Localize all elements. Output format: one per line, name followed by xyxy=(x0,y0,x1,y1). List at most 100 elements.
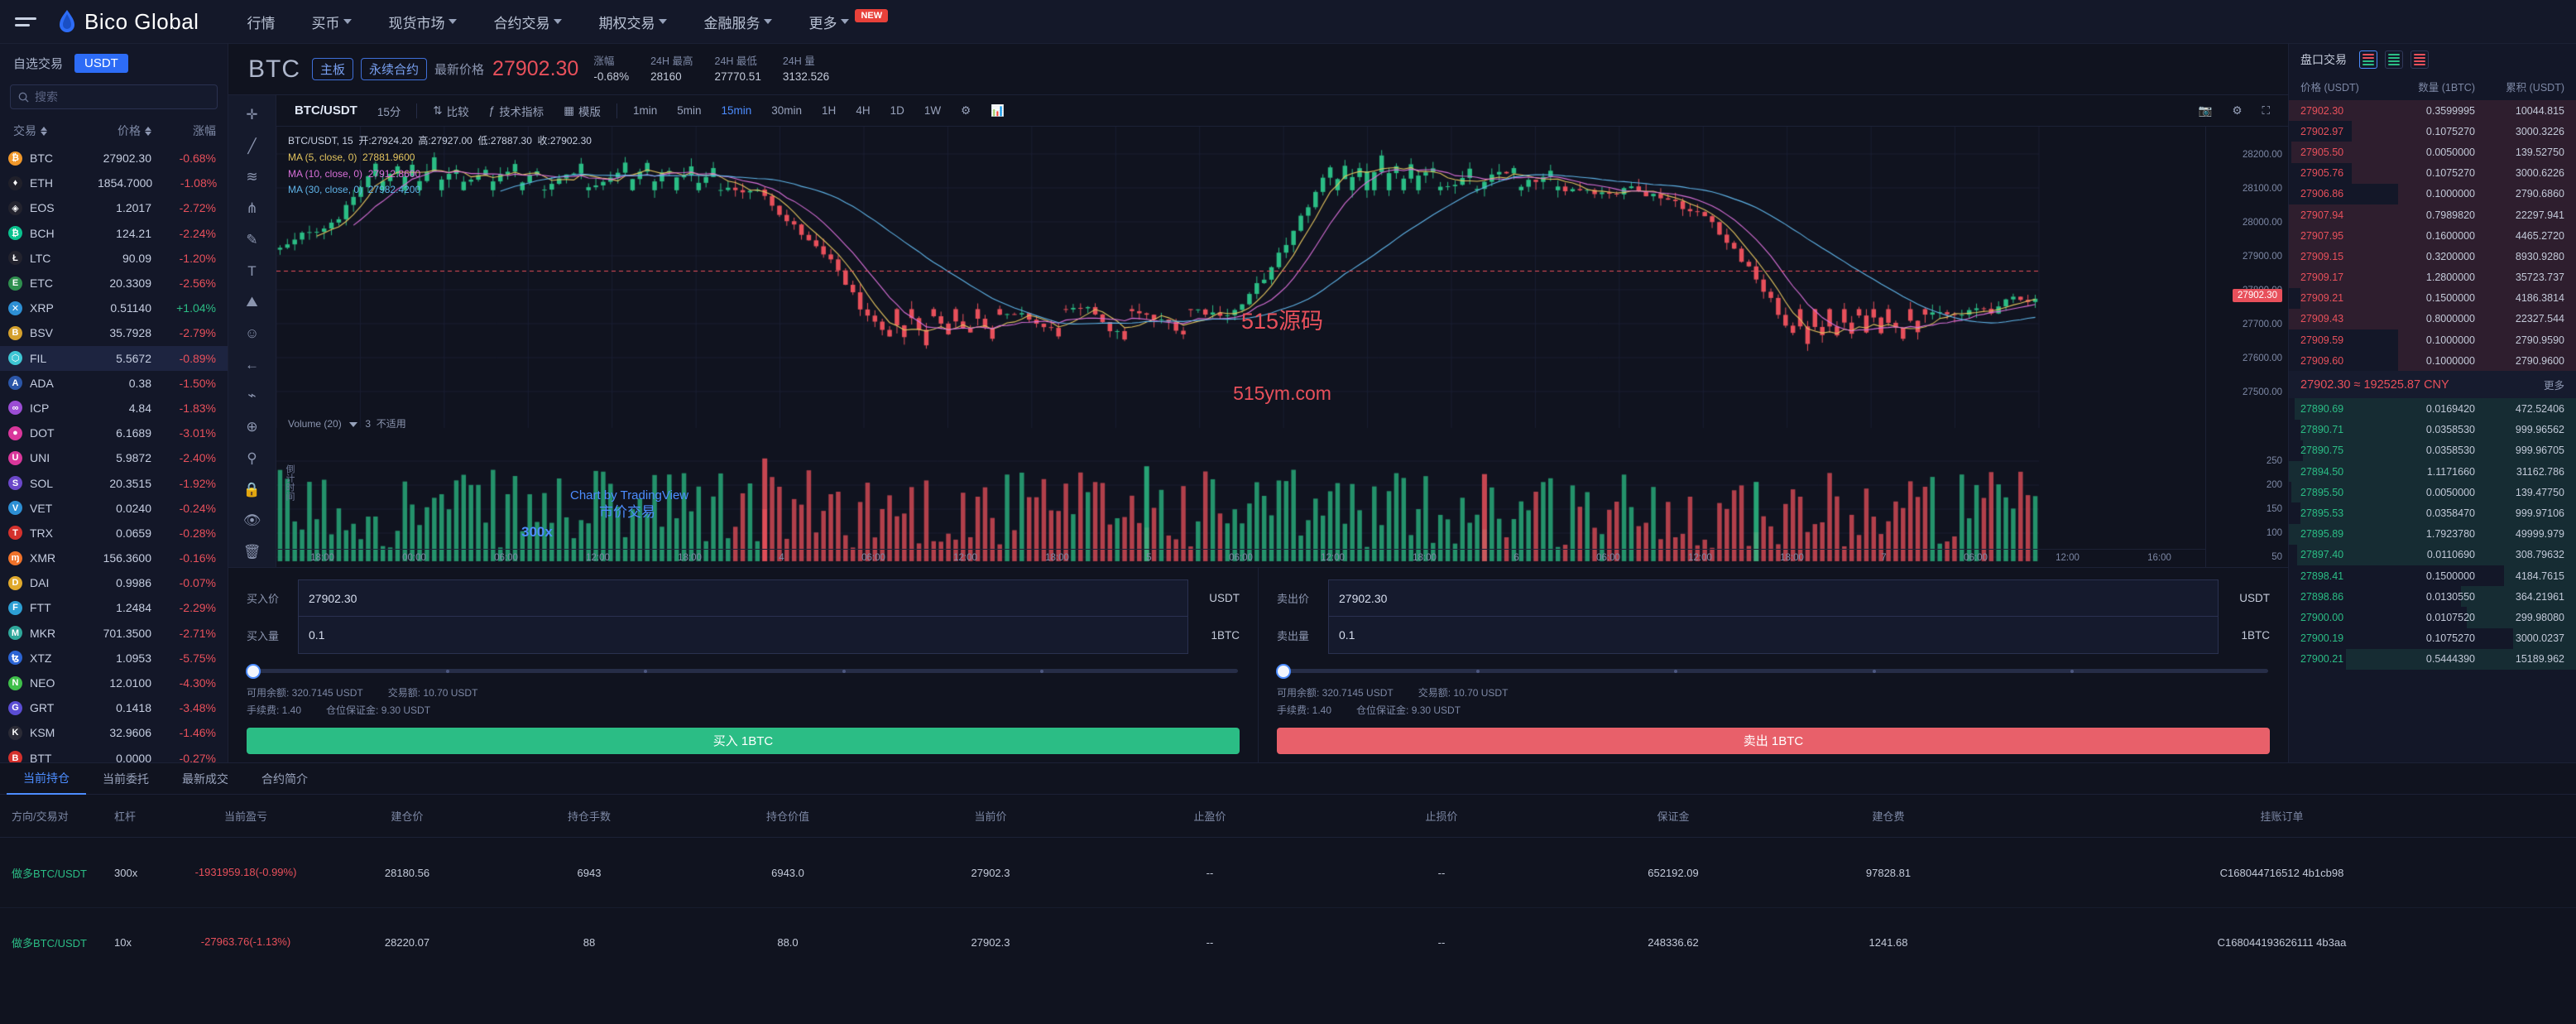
coin-row-fil[interactable]: ⬡ FIL 5.5672 -0.89% xyxy=(0,345,228,371)
table-row[interactable]: 做多BTC/USDT 10x -27963.76(-1.13%) 28220.07 88… xyxy=(0,907,2576,977)
coin-row-trx[interactable]: T TRX 0.0659 -0.28% xyxy=(0,521,228,546)
search-input[interactable] xyxy=(35,90,209,103)
fib-icon[interactable]: ≋ xyxy=(246,169,258,185)
chart-pair[interactable]: BTC/USDT xyxy=(295,103,357,118)
buy-price-input[interactable]: 27902.30 xyxy=(298,579,1188,617)
coin-row-btt[interactable]: B BTT 0.0000 -0.27% xyxy=(0,746,228,762)
buy-amount-slider[interactable] xyxy=(246,664,1238,679)
interval-5min[interactable]: 5min xyxy=(677,104,702,117)
sell-amount-input[interactable]: 0.1 xyxy=(1328,617,2219,654)
order-book-row[interactable]: 27890.71 0.0358530 999.96562 xyxy=(2289,419,2576,440)
chart-templates[interactable]: ▦ 模版 xyxy=(554,100,611,122)
interval-15min[interactable]: 15min xyxy=(721,104,752,117)
table-row[interactable]: 做多BTC/USDT 300x -1931959.18(-0.99%) 28180.5… xyxy=(0,838,2576,907)
nav-item-financial-services[interactable]: 金融服务 xyxy=(685,0,790,44)
order-book-row[interactable]: 27907.95 0.1600000 4465.2720 xyxy=(2289,225,2576,247)
col-price[interactable]: 价格 xyxy=(103,123,151,139)
coin-row-icp[interactable]: ∞ ICP 4.84 -1.83% xyxy=(0,396,228,421)
tradingview-credit[interactable]: Chart by TradingView xyxy=(570,488,689,502)
order-book-row[interactable]: 27905.76 0.1075270 3000.6226 xyxy=(2289,162,2576,184)
tab-usdt[interactable]: USDT xyxy=(74,54,128,73)
nav-item-spot-market[interactable]: 现货市场 xyxy=(370,0,475,44)
trash-icon[interactable]: 🗑 xyxy=(242,544,261,560)
brand-logo[interactable]: Bico Global xyxy=(58,9,199,35)
order-book-row[interactable]: 27907.94 0.7989820 22297.941 xyxy=(2289,204,2576,226)
buy-button[interactable]: 买入 1BTC xyxy=(247,727,1240,754)
positions-tab-当前持仓[interactable]: 当前持仓 xyxy=(7,763,86,795)
book-view-both-icon[interactable] xyxy=(2359,50,2377,69)
camera-icon[interactable]: 📷 xyxy=(2198,103,2213,117)
tab-favorites[interactable]: 自选交易 xyxy=(13,57,64,71)
order-book-row[interactable]: 27909.43 0.8000000 22327.544 xyxy=(2289,308,2576,330)
coin-row-ftt[interactable]: F FTT 1.2484 -2.29% xyxy=(0,595,228,620)
chart-type-icon[interactable]: 📊 xyxy=(991,103,1005,117)
magnet-icon[interactable]: ⚲ xyxy=(247,450,257,466)
trendline-icon[interactable]: ╱ xyxy=(247,137,257,154)
nav-item-buy-crypto[interactable]: 买币 xyxy=(293,0,370,44)
candlestick-chart[interactable]: BTC/USDT, 15 开:27924.20 高:27927.00 低:278… xyxy=(276,127,2288,567)
coin-row-xtz[interactable]: ꜩ XTZ 1.0953 -5.75% xyxy=(0,646,228,671)
measure-icon[interactable]: ⌁ xyxy=(247,387,257,404)
nav-item-contract-trade[interactable]: 合约交易 xyxy=(475,0,580,44)
chart-interval-current[interactable]: 15分 xyxy=(377,105,401,118)
brush-icon[interactable]: ✎ xyxy=(246,231,258,248)
coin-row-vet[interactable]: V VET 0.0240 -0.24% xyxy=(0,496,228,521)
interval-1min[interactable]: 1min xyxy=(632,104,658,117)
order-book-row[interactable]: 27909.15 0.3200000 8930.9280 xyxy=(2289,246,2576,267)
order-book-row[interactable]: 27890.75 0.0358530 999.96705 xyxy=(2289,440,2576,461)
order-book-row[interactable]: 27898.41 0.1500000 4184.7615 xyxy=(2289,565,2576,587)
interval-1w[interactable]: 1W xyxy=(923,104,942,117)
col-pair[interactable]: 交易 xyxy=(13,123,103,139)
coin-row-mkr[interactable]: M MKR 701.3500 -2.71% xyxy=(0,621,228,646)
buy-amount-input[interactable]: 0.1 xyxy=(298,617,1188,654)
order-book-row[interactable]: 27909.59 0.1000000 2790.9590 xyxy=(2289,329,2576,351)
sell-button[interactable]: 卖出 1BTC xyxy=(1277,727,2270,754)
book-more-button[interactable]: 更多 xyxy=(2543,380,2564,392)
pitchfork-icon[interactable]: ⋔ xyxy=(246,200,258,217)
coin-row-sol[interactable]: S SOL 20.3515 -1.92% xyxy=(0,470,228,495)
interval-1h[interactable]: 1H xyxy=(822,104,837,117)
order-book-row[interactable]: 27906.86 0.1000000 2790.6860 xyxy=(2289,183,2576,204)
coin-row-ltc[interactable]: Ł LTC 90.09 -1.20% xyxy=(0,246,228,271)
coin-row-grt[interactable]: G GRT 0.1418 -3.48% xyxy=(0,695,228,720)
crosshair-icon[interactable]: ✛ xyxy=(246,106,258,123)
chip-main-board[interactable]: 主板 xyxy=(312,58,354,80)
eye-icon[interactable]: 👁 xyxy=(242,512,261,529)
interval-4h[interactable]: 4H xyxy=(856,104,871,117)
order-book-row[interactable]: 27895.89 1.7923780 49999.979 xyxy=(2289,523,2576,545)
coin-row-bch[interactable]: ₿ BCH 124.21 -2.24% xyxy=(0,221,228,246)
order-book-row[interactable]: 27897.40 0.0110690 308.79632 xyxy=(2289,544,2576,565)
nav-item-markets[interactable]: 行情 xyxy=(228,0,293,44)
nav-item-options-trade[interactable]: 期权交易 xyxy=(580,0,685,44)
coin-row-dai[interactable]: D DAI 0.9986 -0.07% xyxy=(0,570,228,595)
positions-tab-当前委托[interactable]: 当前委托 xyxy=(103,772,149,786)
chart-settings-icon[interactable]: ⚙ xyxy=(961,103,971,117)
book-view-asks-icon[interactable] xyxy=(2411,50,2429,69)
lock-icon[interactable]: 🔒 xyxy=(242,481,261,498)
order-book-row[interactable]: 27890.69 0.0169420 472.52406 xyxy=(2289,398,2576,420)
menu-icon[interactable] xyxy=(15,17,40,26)
coin-row-neo[interactable]: N NEO 12.0100 -4.30% xyxy=(0,671,228,695)
coin-row-eos[interactable]: ◈ EOS 1.2017 -2.72% xyxy=(0,195,228,220)
gear-icon[interactable]: ⚙ xyxy=(2232,103,2243,117)
coin-row-xmr[interactable]: ɱ XMR 156.3600 -0.16% xyxy=(0,546,228,570)
sell-amount-slider[interactable] xyxy=(1276,664,2268,679)
arrow-left-icon[interactable]: ← xyxy=(245,356,259,373)
coin-row-btc[interactable]: ₿ BTC 27902.30 -0.68% xyxy=(0,146,228,171)
order-book-row[interactable]: 27909.60 0.1000000 2790.9600 xyxy=(2289,350,2576,372)
search-box[interactable] xyxy=(10,84,218,109)
order-book-row[interactable]: 27909.21 0.1500000 4186.3814 xyxy=(2289,287,2576,309)
order-book-row[interactable]: 27894.50 1.1171660 31162.786 xyxy=(2289,461,2576,483)
coin-row-dot[interactable]: ● DOT 6.1689 -3.01% xyxy=(0,421,228,445)
coin-row-ksm[interactable]: K KSM 32.9606 -1.46% xyxy=(0,720,228,745)
interval-30min[interactable]: 30min xyxy=(771,104,803,117)
coin-row-ada[interactable]: A ADA 0.38 -1.50% xyxy=(0,371,228,396)
coin-row-bsv[interactable]: B BSV 35.7928 -2.79% xyxy=(0,320,228,345)
zoom-icon[interactable]: ⊕ xyxy=(246,419,258,435)
chart-indicators[interactable]: ƒ 技术指标 xyxy=(479,100,554,122)
chart-compare[interactable]: ⇅ 比较 xyxy=(423,100,478,122)
slider-knob[interactable] xyxy=(246,664,261,679)
sell-price-input[interactable]: 27902.30 xyxy=(1328,579,2219,617)
text-icon[interactable]: T xyxy=(247,262,257,279)
positions-tab-合约简介[interactable]: 合约简介 xyxy=(261,772,308,786)
